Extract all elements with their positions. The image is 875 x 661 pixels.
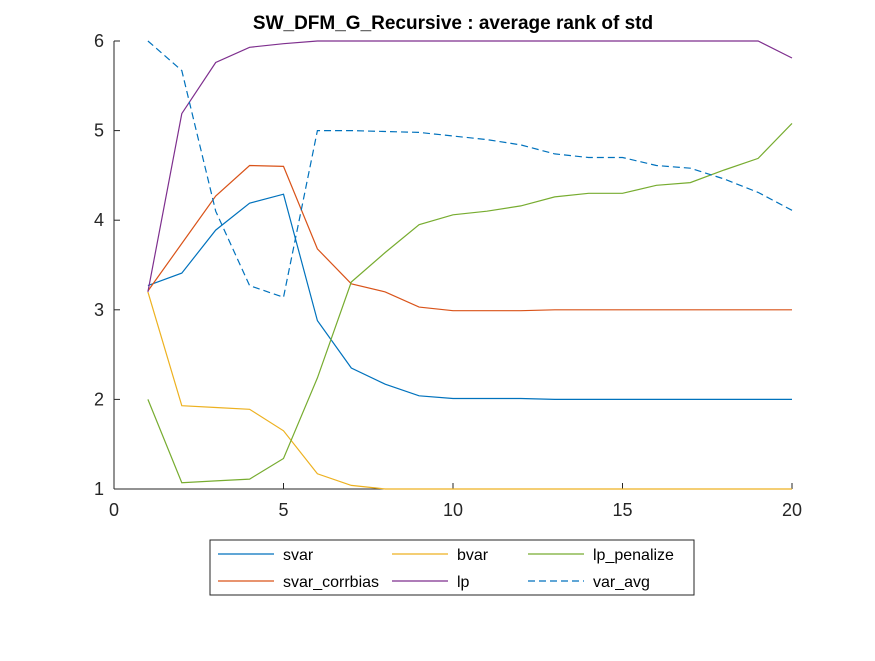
- y-tick-label: 4: [94, 210, 104, 230]
- legend-label-lp: lp: [457, 574, 470, 591]
- plot-area: [114, 41, 792, 489]
- legend-label-lp_penalize: lp_penalize: [593, 547, 674, 564]
- legend: svar bvar lp_penalize svar_corrbias lp var_av…: [209, 539, 695, 596]
- series-line-svar: [147, 193, 792, 400]
- legend-box: [209, 539, 695, 596]
- series-line-lp: [147, 40, 793, 293]
- y-tick-label: 1: [94, 479, 104, 499]
- y-tick-label: 6: [94, 31, 104, 51]
- legend-label-bvar: bvar: [457, 547, 489, 564]
- legend-label-var_avg: var_avg: [593, 574, 650, 591]
- x-tick-label: 15: [612, 500, 632, 520]
- y-tick-label: 2: [94, 389, 104, 409]
- x-tick-label: 5: [278, 500, 288, 520]
- y-tick-label: 3: [94, 300, 104, 320]
- x-tick-label: 0: [109, 500, 119, 520]
- series-line-lp_penalize: [147, 122, 793, 484]
- series-line-svar_corrbias: [147, 164, 792, 312]
- axes: 0 5 10 15 20 1 2 3 4 5 6: [94, 31, 802, 520]
- legend-label-svar_corrbias: svar_corrbias: [283, 574, 379, 591]
- x-tick-label: 20: [782, 500, 802, 520]
- series-line-bvar: [147, 291, 792, 490]
- x-tick-label: 10: [443, 500, 463, 520]
- chart-title: SW_DFM_G_Recursive : average rank of std: [253, 13, 653, 34]
- series-lines: [147, 40, 793, 490]
- series-line-var_avg: [147, 40, 793, 299]
- legend-label-svar: svar: [283, 547, 314, 564]
- y-tick-label: 5: [94, 121, 104, 141]
